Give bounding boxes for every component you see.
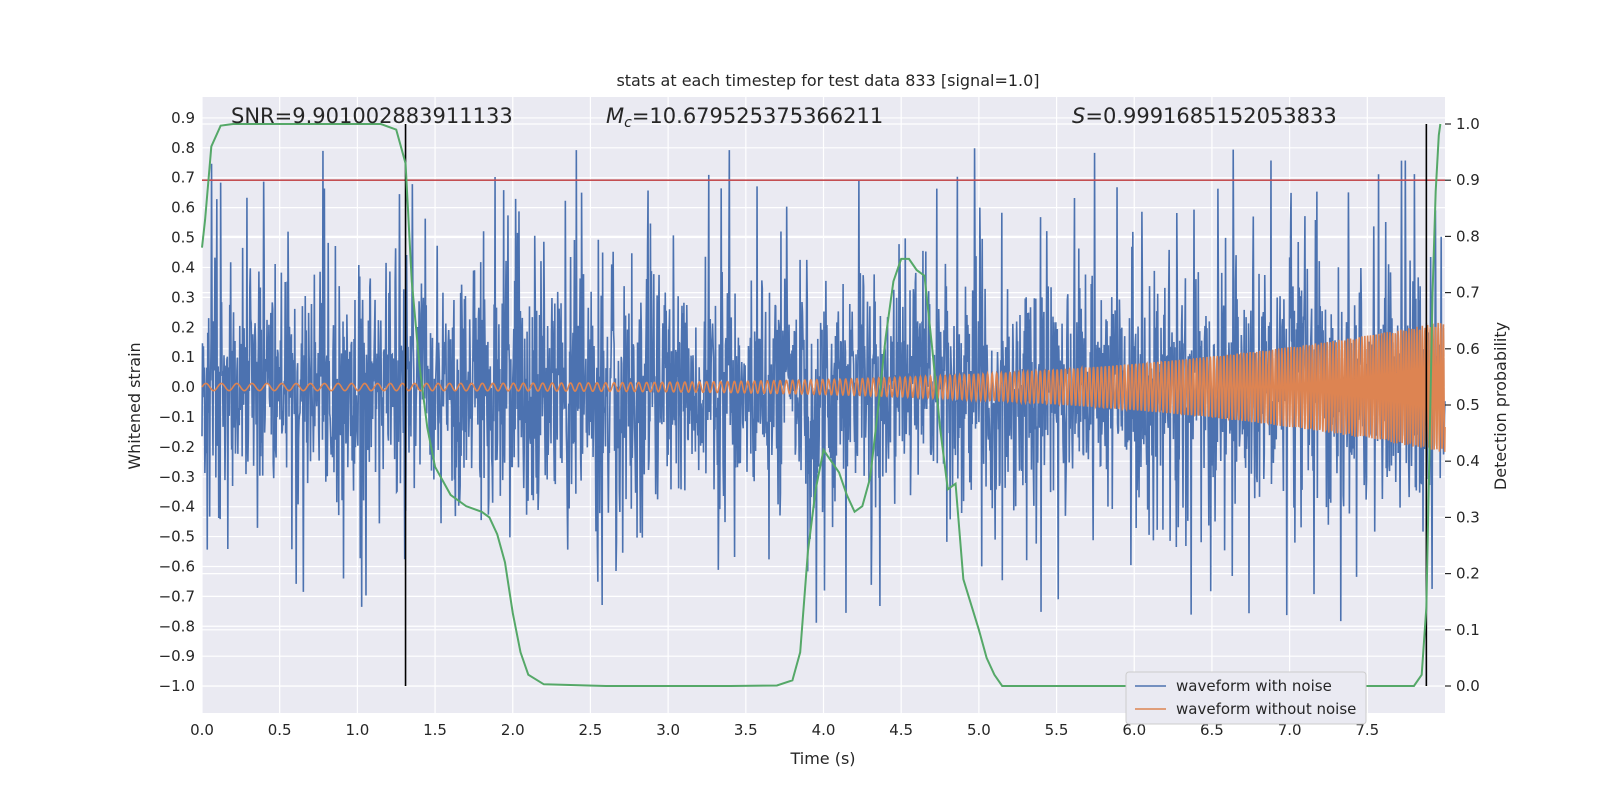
y-right-tick-label: 0.5 — [1456, 396, 1480, 414]
y-left-tick-label: 0.9 — [171, 109, 195, 127]
y-right-axis-ticks: 1.0 0.9 0.8 0.7 0.6 0.5 0.4 0.3 0.2 0.1 0.0 — [1445, 115, 1480, 695]
x-tick-label: 2.5 — [579, 721, 603, 739]
x-tick-label: 1.0 — [345, 721, 369, 739]
x-tick-label: 5.0 — [967, 721, 991, 739]
x-tick-label: 4.0 — [812, 721, 836, 739]
x-tick-label: 5.5 — [1045, 721, 1069, 739]
y-left-tick-label: −0.9 — [159, 647, 195, 665]
x-tick-label: 7.0 — [1278, 721, 1302, 739]
y-left-tick-label: −0.1 — [159, 408, 195, 426]
y-left-tick-label: 0.4 — [171, 258, 195, 276]
chirp-mass-value: =10.679525375366211 — [632, 104, 883, 128]
statistic-annotation: S=0.9991685152053833 — [1072, 104, 1337, 128]
y-left-tick-label: 0.3 — [171, 288, 195, 306]
chart-title: stats at each timestep for test data 833… — [616, 71, 1039, 90]
chirp-mass-subscript: c — [624, 115, 632, 131]
y-left-tick-label: −0.7 — [159, 587, 195, 605]
x-tick-label: 4.5 — [889, 721, 913, 739]
y-left-tick-label: −0.3 — [159, 468, 195, 486]
y-right-tick-label: 0.0 — [1456, 677, 1480, 695]
x-tick-label: 2.0 — [501, 721, 525, 739]
legend-label-no-noise: waveform without noise — [1176, 700, 1356, 718]
x-tick-label: 7.5 — [1355, 721, 1379, 739]
y-left-tick-label: 0.5 — [171, 229, 195, 247]
legend: waveform with noise waveform without noi… — [1125, 671, 1367, 725]
y-right-tick-label: 0.2 — [1456, 565, 1480, 583]
y-left-tick-label: 0.1 — [171, 348, 195, 366]
y-left-tick-label: −0.8 — [159, 617, 195, 635]
x-axis-label: Time (s) — [789, 749, 855, 768]
legend-box — [1125, 671, 1367, 725]
y-left-tick-label: 0.2 — [171, 318, 195, 336]
y-left-tick-label: 0.8 — [171, 139, 195, 157]
y-right-axis-label: Detection probability — [1491, 322, 1510, 490]
chirp-mass-symbol: M — [606, 104, 624, 128]
y-left-tick-label: 0.7 — [171, 169, 195, 187]
series-detection-probability — [201, 123, 1442, 687]
x-axis-ticks: 0.0 0.5 1.0 1.5 2.0 2.5 3.0 3.5 4.0 4.5 5.0 5.5 6.0 6… — [190, 721, 1379, 739]
y-left-tick-label: −0.5 — [159, 528, 195, 546]
statistic-symbol: S — [1072, 104, 1085, 128]
y-right-tick-label: 0.3 — [1456, 508, 1480, 526]
x-tick-label: 0.0 — [190, 721, 214, 739]
y-left-tick-label: −0.6 — [159, 557, 195, 575]
y-right-tick-label: 0.4 — [1456, 452, 1480, 470]
y-left-axis-label: Whitened strain — [125, 342, 144, 469]
noise-line — [201, 148, 1446, 623]
y-right-tick-label: 0.9 — [1456, 171, 1480, 189]
x-tick-label: 3.5 — [734, 721, 758, 739]
statistic-value: =0.9991685152053833 — [1085, 104, 1336, 128]
x-tick-label: 3.0 — [656, 721, 680, 739]
series-waveform-without-noise — [201, 322, 1446, 452]
y-right-tick-label: 0.6 — [1456, 340, 1480, 358]
chirp-mass-annotation: Mc=10.679525375366211 — [606, 104, 883, 131]
x-tick-label: 6.0 — [1122, 721, 1146, 739]
y-right-tick-label: 0.7 — [1456, 284, 1480, 302]
y-left-tick-label: −1.0 — [159, 677, 195, 695]
y-right-tick-label: 0.1 — [1456, 621, 1480, 639]
y-left-axis-ticks: 0.9 0.8 0.7 0.6 0.5 0.4 0.3 0.2 0.1 0.0 −0.1 −0.2 −0… — [159, 109, 195, 695]
series-waveform-with-noise — [201, 148, 1446, 623]
legend-label-noise: waveform with noise — [1176, 677, 1332, 695]
snr-annotation: SNR=9.901002883911133 — [231, 104, 513, 128]
y-left-tick-label: 0.6 — [171, 199, 195, 217]
y-right-tick-label: 0.8 — [1456, 227, 1480, 245]
y-left-tick-label: −0.4 — [159, 498, 195, 516]
y-left-tick-label: 0.0 — [171, 378, 195, 396]
x-tick-label: 1.5 — [423, 721, 447, 739]
y-left-tick-label: −0.2 — [159, 438, 195, 456]
probability-line — [201, 123, 1442, 687]
x-tick-label: 6.5 — [1200, 721, 1224, 739]
y-right-tick-label: 1.0 — [1456, 115, 1480, 133]
chirp-line — [201, 322, 1446, 452]
x-tick-label: 0.5 — [268, 721, 292, 739]
